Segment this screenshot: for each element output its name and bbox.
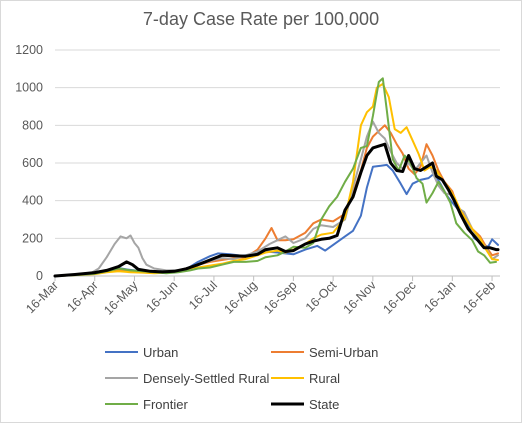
x-tick-label: 16-Nov: [341, 278, 380, 317]
legend-label: Rural: [309, 371, 340, 386]
series-line-state: [53, 142, 500, 278]
gridlines: [55, 49, 500, 239]
x-tick-label: 16-Feb: [460, 278, 498, 316]
legend-label: State: [309, 397, 339, 412]
x-tick-label: 16-Dec: [380, 278, 418, 316]
y-axis-ticks: 0 200 400 600 800 1000 1200: [15, 43, 43, 283]
x-axis-ticks: 16-Mar 16-Apr 16-May 16-Jun 16-Jul 16-Aug 16-S…: [23, 276, 498, 318]
legend: Urban Semi-Urban Densely-Settled Rural Rura…: [105, 345, 378, 412]
x-tick-label: 16-Mar: [23, 278, 61, 316]
x-tick-label: 16-May: [101, 278, 141, 318]
series-lines: [53, 77, 500, 278]
x-tick-label: 16-Aug: [221, 278, 259, 316]
chart-title: 7-day Case Rate per 100,000: [143, 9, 379, 29]
x-tick-label: 16-Apr: [64, 278, 100, 314]
y-tick-label: 0: [36, 269, 43, 283]
series-line-urban: [54, 163, 499, 277]
legend-label: Frontier: [143, 397, 188, 412]
x-tick-label: 16-Jul: [186, 278, 220, 312]
y-tick-label: 600: [22, 156, 43, 170]
x-tick-label: 16-Jun: [143, 278, 180, 315]
legend-label: Semi-Urban: [309, 345, 378, 360]
y-tick-label: 1200: [15, 43, 43, 57]
legend-label: Densely-Settled Rural: [143, 371, 270, 386]
x-tick-label: 16-Oct: [303, 278, 340, 315]
x-tick-label: 16-Jan: [422, 278, 459, 315]
x-tick-label: 16-Sep: [261, 278, 299, 316]
y-tick-label: 1000: [15, 81, 43, 95]
y-tick-label: 200: [22, 231, 43, 245]
legend-label: Urban: [143, 345, 178, 360]
y-tick-label: 800: [22, 118, 43, 132]
y-tick-label: 400: [22, 194, 43, 208]
